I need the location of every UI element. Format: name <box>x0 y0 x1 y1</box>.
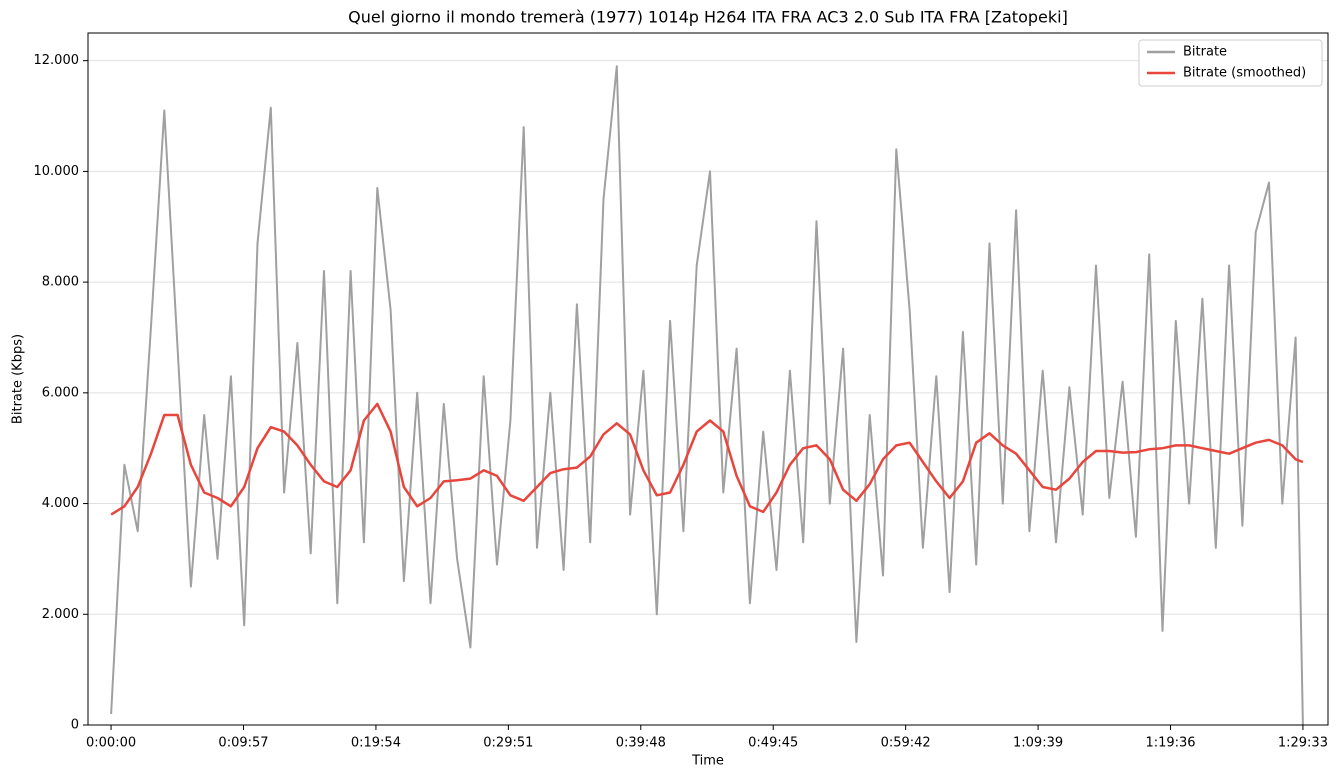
legend-label: Bitrate (smoothed) <box>1183 66 1306 81</box>
y-tick-label: 10.000 <box>34 164 80 179</box>
x-tick-label: 0:29:51 <box>483 736 533 751</box>
y-tick-label: 6.000 <box>42 385 79 400</box>
x-tick-label: 0:00:00 <box>86 736 136 751</box>
y-tick-label: 4.000 <box>42 496 79 511</box>
x-tick-label: 0:19:54 <box>351 736 401 751</box>
x-axis-label: Time <box>691 754 724 769</box>
plot-frame <box>87 32 1329 726</box>
y-tick-label: 2.000 <box>42 607 79 622</box>
y-tick-label: 12.000 <box>34 53 80 68</box>
chart-title: Quel giorno il mondo tremerà (1977) 1014… <box>348 8 1068 27</box>
x-tick-label: 0:49:45 <box>748 736 798 751</box>
line-series <box>110 402 1304 516</box>
x-tick-label: 0:39:48 <box>616 736 666 751</box>
x-tick-label: 0:59:42 <box>881 736 931 751</box>
y-axis-label: Bitrate (Kbps) <box>11 334 26 424</box>
y-tick-label: 8.000 <box>42 275 79 290</box>
x-tick-label: 1:19:36 <box>1145 736 1195 751</box>
x-tick-label: 1:09:39 <box>1013 736 1063 751</box>
legend-label: Bitrate <box>1183 45 1227 60</box>
legend-box <box>1138 39 1323 87</box>
y-tick-label: 0 <box>71 718 79 733</box>
x-tick-label: 0:09:57 <box>218 736 268 751</box>
line-series <box>110 65 1304 726</box>
x-tick-label: 1:29:33 <box>1278 736 1328 751</box>
